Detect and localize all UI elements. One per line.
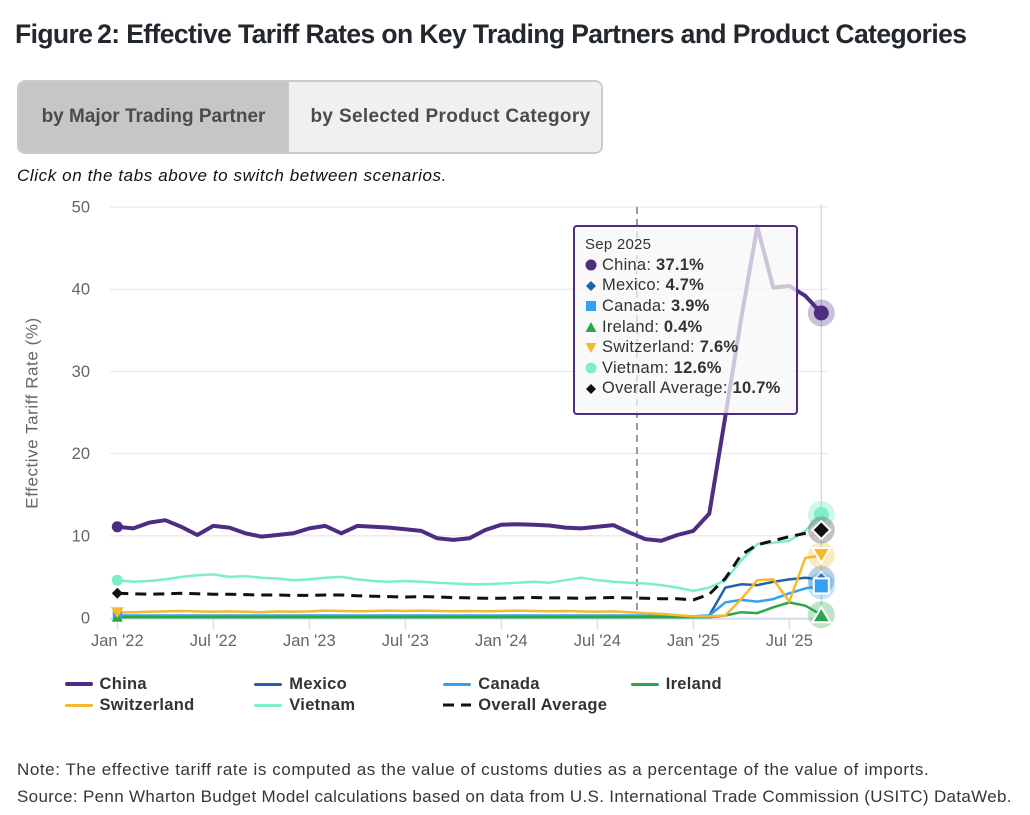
svg-text:30: 30 xyxy=(72,363,90,381)
svg-text:Jan '22: Jan '22 xyxy=(91,632,144,650)
svg-text:Jul '22: Jul '22 xyxy=(190,632,237,650)
svg-text:Effective Tariff Rate (%): Effective Tariff Rate (%) xyxy=(23,317,42,508)
svg-text:Jan '25: Jan '25 xyxy=(667,632,720,650)
svg-text:0: 0 xyxy=(81,610,90,628)
svg-text:Jan '24: Jan '24 xyxy=(475,632,528,650)
svg-text:50: 50 xyxy=(72,199,90,217)
svg-text:40: 40 xyxy=(72,281,90,299)
svg-text:Jan '23: Jan '23 xyxy=(283,632,336,650)
svg-text:10: 10 xyxy=(72,527,90,545)
svg-text:Jul '23: Jul '23 xyxy=(382,632,429,650)
svg-text:Jul '24: Jul '24 xyxy=(574,632,621,650)
svg-text:20: 20 xyxy=(72,445,90,463)
svg-text:Jul '25: Jul '25 xyxy=(766,632,813,650)
